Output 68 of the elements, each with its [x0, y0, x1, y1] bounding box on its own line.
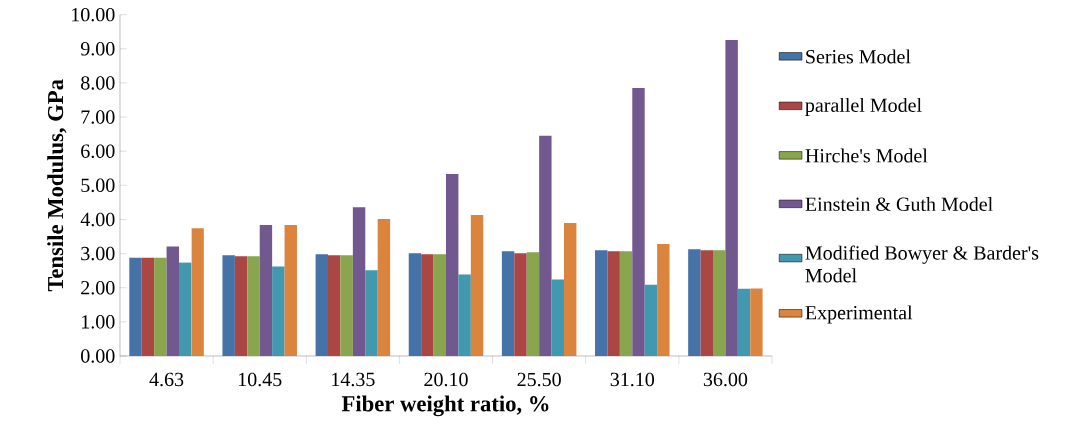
legend-label: Series Model — [806, 49, 911, 64]
bar — [446, 174, 459, 356]
bar — [526, 252, 540, 356]
x-tick-label: 14.35 — [332, 372, 375, 387]
bar — [178, 262, 192, 356]
bar — [365, 270, 378, 356]
x-tick-label: 25.50 — [517, 372, 561, 387]
bar — [129, 257, 142, 356]
bar — [433, 254, 446, 356]
x-tick-label: 4.63 — [149, 372, 184, 387]
bar — [222, 255, 235, 356]
bar — [644, 284, 658, 356]
bar — [328, 255, 341, 356]
bar — [166, 246, 179, 356]
bar — [750, 288, 763, 356]
y-tick-label: 6.00 — [81, 144, 115, 158]
y-tick-label: 7.00 — [81, 110, 115, 124]
bar — [352, 207, 366, 356]
y-tick-label: 10.00 — [72, 7, 115, 22]
bar — [191, 228, 204, 356]
bar — [421, 254, 434, 356]
y-tick-label: 3.00 — [81, 246, 115, 261]
legend-label: Einstein & Guth Model — [805, 196, 993, 212]
x-tick-label: 36.00 — [703, 372, 748, 387]
bar — [141, 257, 155, 356]
bar — [284, 224, 297, 356]
bar — [713, 250, 726, 356]
y-tick-label: 2.00 — [81, 280, 115, 295]
bar — [234, 256, 248, 356]
x-tick-label: 20.10 — [424, 372, 468, 387]
bar — [563, 222, 577, 356]
bar — [340, 255, 353, 356]
bar — [154, 257, 167, 356]
x-tick-label: 31.10 — [610, 372, 655, 387]
bar — [539, 135, 552, 356]
x-tick-label: 10.45 — [238, 372, 282, 387]
legend-label: Experimental — [805, 305, 913, 324]
bar — [259, 224, 273, 356]
bar — [595, 250, 608, 356]
bar — [737, 288, 751, 356]
bar — [315, 254, 329, 356]
y-tick-label: 1.00 — [82, 315, 115, 329]
bar — [501, 251, 515, 356]
bar — [377, 219, 391, 356]
legend-label: Modified Bowyer & Barder's Model — [805, 245, 1039, 283]
y-tick-label: 8.00 — [81, 76, 115, 90]
y-tick-label: 0.00 — [81, 349, 115, 363]
bar — [458, 274, 471, 356]
bar — [607, 251, 620, 356]
legend-label: Hirche's Model — [805, 148, 928, 163]
bar — [247, 256, 260, 356]
y-tick-label: 5.00 — [81, 178, 115, 193]
bar — [272, 266, 285, 356]
bar — [470, 215, 484, 356]
legend-label: parallel Model — [805, 97, 922, 117]
bar — [632, 88, 645, 356]
bar — [700, 250, 713, 356]
bar — [688, 249, 701, 356]
y-axis-title: Tensile Modulus, GPa — [47, 79, 67, 292]
bar — [551, 279, 564, 356]
x-axis-title: Fiber weight ratio, % — [341, 395, 549, 417]
bar — [408, 253, 422, 356]
y-tick-label: 9.00 — [80, 42, 115, 56]
bar — [657, 244, 670, 356]
bar — [619, 251, 633, 356]
y-tick-label: 4.00 — [80, 212, 115, 227]
bar — [725, 39, 738, 356]
bar — [514, 253, 527, 356]
